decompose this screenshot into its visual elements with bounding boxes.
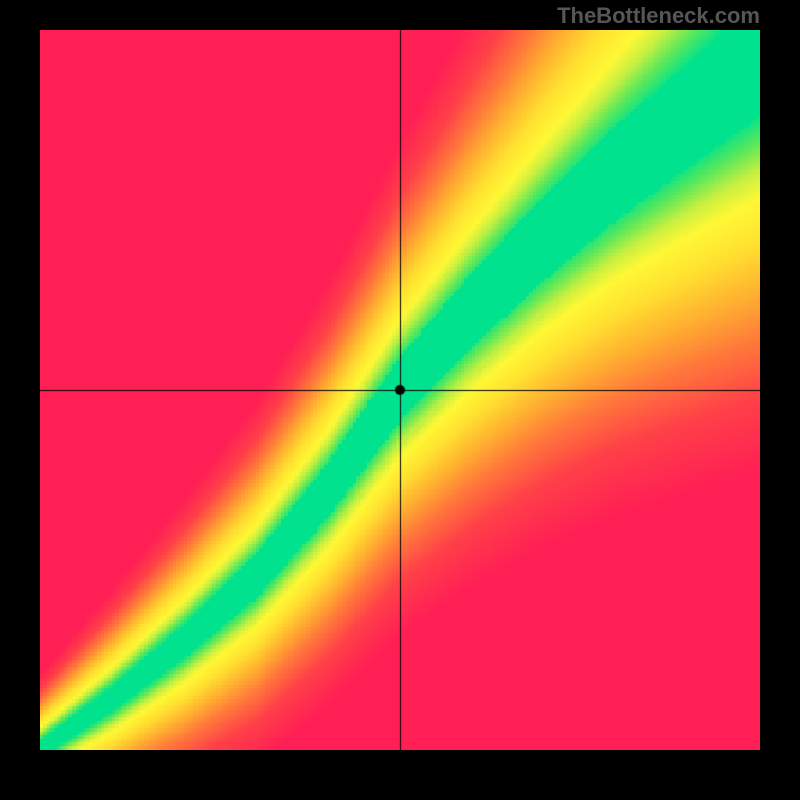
- chart-container: TheBottleneck.com: [0, 0, 800, 800]
- heatmap-plot: [40, 30, 760, 750]
- heatmap-canvas: [40, 30, 760, 750]
- watermark-text: TheBottleneck.com: [557, 3, 760, 29]
